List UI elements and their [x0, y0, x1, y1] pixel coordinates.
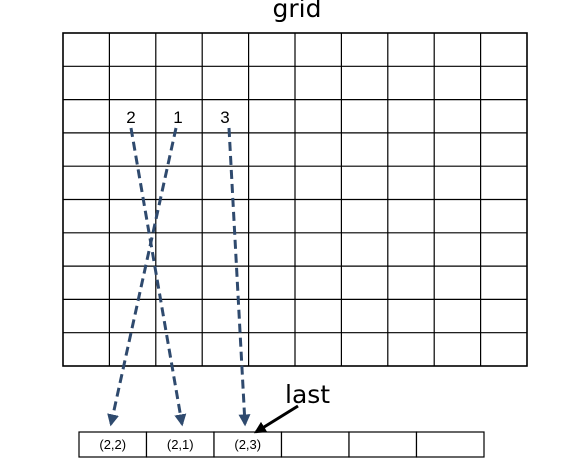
array-cell	[145, 431, 215, 458]
array-cell	[348, 431, 418, 458]
arrow-label-2: 2	[126, 108, 135, 127]
array-cell-text: (2,2)	[99, 437, 126, 452]
grid	[62, 32, 528, 367]
arrow-label-1: 1	[173, 108, 182, 127]
array-cell	[280, 431, 350, 458]
arrow-label-3: 3	[220, 108, 229, 127]
last-pointer-label: last	[285, 380, 330, 409]
grid-title: grid	[273, 0, 322, 23]
arrow-2-to-cell	[129, 127, 187, 427]
last-pointer-arrow	[253, 404, 299, 434]
array-cell-text: (2,3)	[234, 437, 261, 452]
array-cell	[213, 431, 283, 458]
array-cell-text: (2,1)	[167, 437, 194, 452]
arrow-1-to-cell	[107, 127, 178, 427]
array-cell	[415, 431, 485, 458]
result-array: (2,2) (2,1) (2,3)	[78, 431, 485, 458]
arrow-3-to-cell	[227, 127, 251, 427]
